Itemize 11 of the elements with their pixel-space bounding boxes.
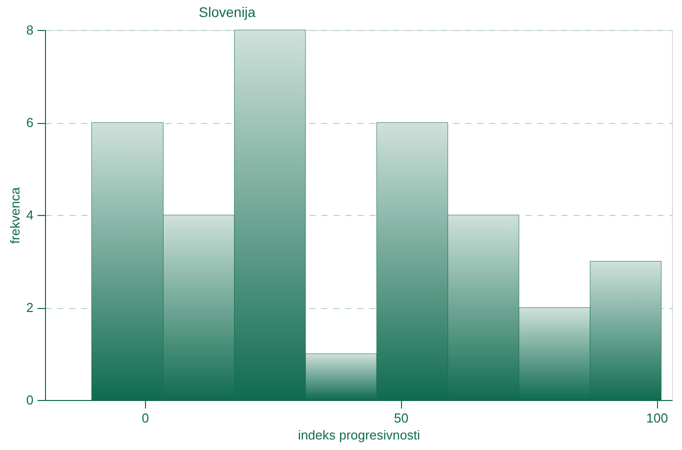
y-tick-label: 8 [26, 22, 34, 38]
y-tick-label: 0 [26, 392, 34, 408]
x-tick-label: 50 [394, 410, 408, 426]
chart-title: Slovenija [198, 4, 256, 20]
x-axis-title: indeks progresivnosti [298, 428, 420, 442]
x-tick-label: 100 [646, 410, 668, 426]
y-tick-label: 4 [26, 208, 34, 222]
y-axis-title: frekvenca [7, 186, 22, 244]
y-tick-label: 2 [26, 300, 34, 315]
y-tick-label: 6 [26, 115, 34, 130]
x-tick-label: 0 [142, 410, 149, 426]
